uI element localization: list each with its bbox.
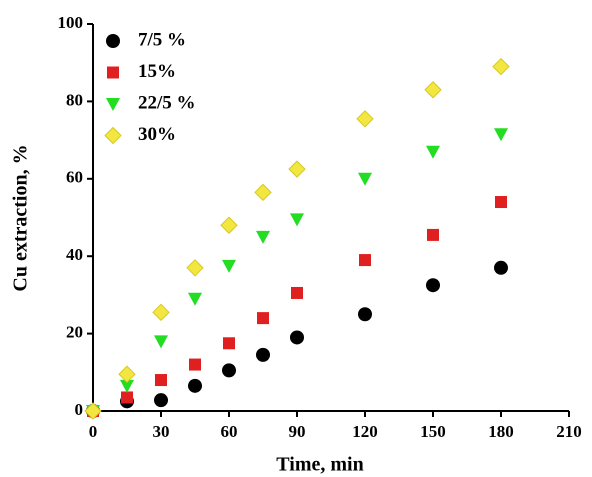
point: [188, 378, 202, 393]
x-tick-label: 0: [89, 422, 98, 441]
point: [222, 363, 236, 378]
legend-marker: [106, 34, 120, 48]
legend-marker: [106, 98, 120, 111]
point: [356, 110, 374, 128]
x-tick-label: 90: [289, 422, 306, 441]
point: [121, 391, 133, 404]
point: [254, 183, 272, 202]
point: [358, 172, 372, 186]
y-axis-label: Cu extraction, %: [10, 144, 32, 291]
point: [220, 216, 238, 234]
point: [358, 307, 372, 322]
x-tick-label: 30: [153, 422, 170, 441]
legend-label: 30%: [138, 124, 176, 145]
point: [495, 196, 507, 209]
x-tick-label: 60: [221, 422, 238, 441]
point: [84, 402, 102, 420]
point: [291, 286, 303, 299]
x-tick-label: 180: [488, 422, 514, 441]
point: [288, 160, 306, 178]
point: [290, 330, 304, 345]
legend-label: 7/5 %: [138, 29, 186, 50]
point: [424, 81, 442, 99]
point: [223, 337, 235, 350]
y-tick-label: 0: [75, 400, 84, 419]
point: [155, 374, 167, 387]
point: [152, 303, 170, 322]
y-tick-label: 60: [66, 168, 83, 187]
point: [256, 347, 270, 362]
point: [154, 335, 168, 349]
point: [118, 365, 136, 383]
point: [426, 278, 440, 293]
x-tick-label: 210: [556, 422, 582, 441]
y-tick-label: 100: [58, 13, 84, 32]
point: [494, 128, 508, 142]
y-tick-label: 80: [66, 90, 83, 109]
point: [256, 230, 270, 244]
point: [120, 379, 134, 393]
x-axis-label: Time, min: [276, 454, 363, 476]
point: [257, 312, 269, 325]
point: [427, 228, 439, 241]
point: [189, 358, 201, 371]
point: [494, 260, 508, 275]
y-tick-label: 40: [66, 245, 83, 264]
point: [290, 213, 304, 227]
legend-marker: [107, 66, 119, 79]
point: [188, 292, 202, 306]
legend-label: 22/5 %: [138, 92, 196, 113]
point: [222, 259, 236, 273]
point: [359, 254, 371, 267]
point: [154, 393, 168, 408]
point: [426, 145, 440, 159]
point: [186, 259, 204, 277]
x-tick-label: 150: [420, 422, 446, 441]
legend-marker: [104, 126, 122, 145]
legend-label: 15%: [138, 61, 176, 82]
x-tick-label: 120: [352, 422, 378, 441]
y-tick-label: 20: [66, 323, 83, 342]
point: [492, 57, 510, 76]
